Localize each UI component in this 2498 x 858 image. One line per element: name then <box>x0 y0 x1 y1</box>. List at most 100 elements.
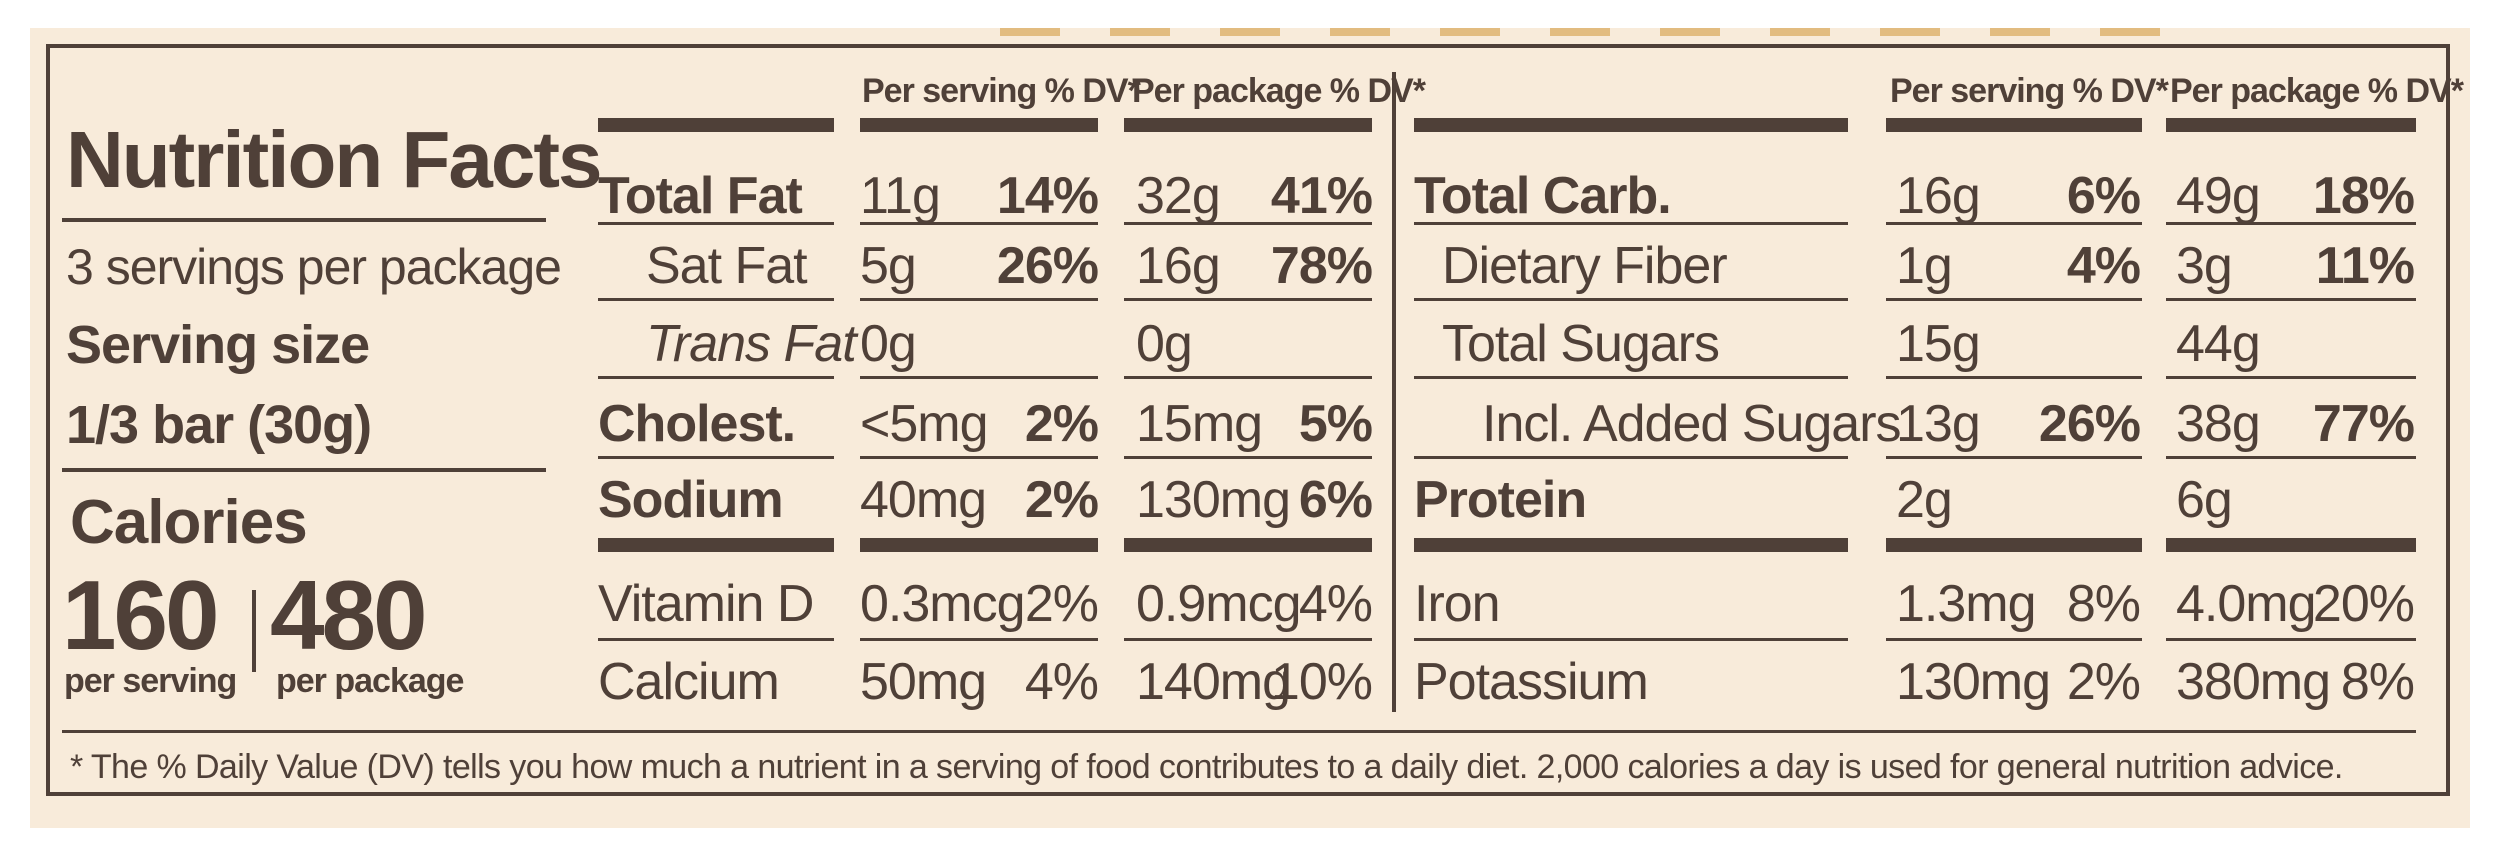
left-row-rule <box>1124 298 1372 301</box>
left-serving-dv: 26% <box>996 237 1099 295</box>
right-serving-dv: 2% <box>2066 653 2141 711</box>
left-header-per-serving: Per serving % DV* <box>862 72 1141 110</box>
left-serving-amount: 5g <box>860 237 917 295</box>
left-serving-amount: 40mg <box>860 471 987 529</box>
left-thick-rule <box>1124 538 1372 552</box>
left-package-amount: 16g <box>1136 237 1221 295</box>
left-serving-amount: <5mg <box>860 395 989 453</box>
right-row-rule <box>1886 298 2142 301</box>
left-row-rule <box>1124 456 1372 459</box>
nutrition-facts-title: Nutrition Facts <box>66 115 602 204</box>
right-header-per-serving: Per serving % DV* <box>1890 72 2169 110</box>
center-divider <box>1392 72 1396 712</box>
right-serving-dv: 6% <box>2066 167 2141 225</box>
right-thick-rule <box>2166 538 2416 552</box>
left-nutrient-name: Vitamin D <box>598 575 814 633</box>
right-serving-amount: 130mg <box>1896 653 2051 711</box>
left-serving-dv: 2% <box>1024 575 1099 633</box>
left-serving-dv: 4% <box>1024 653 1099 711</box>
right-serving-amount: 1g <box>1896 237 1953 295</box>
right-serving-amount: 2g <box>1896 471 1953 529</box>
left-package-amount: 140mg <box>1136 653 1291 711</box>
right-row-rule <box>1414 222 1848 225</box>
right-package-amount: 49g <box>2176 167 2261 225</box>
left-row-rule <box>1124 222 1372 225</box>
right-nutrient-name: Total Carb. <box>1414 167 1672 225</box>
right-row-rule <box>2166 456 2416 459</box>
right-nutrient-name: Iron <box>1414 575 1501 633</box>
left-row-rule <box>598 456 834 459</box>
right-serving-dv: 26% <box>2038 395 2141 453</box>
right-package-dv: 8% <box>2340 653 2415 711</box>
footnote-rule <box>62 730 2416 733</box>
left-nutrient-name: Total Fat <box>598 167 803 225</box>
left-thick-rule <box>860 118 1098 132</box>
left-serving-amount: 50mg <box>860 653 987 711</box>
left-serving-amount: 11g <box>860 167 941 225</box>
right-package-amount: 38g <box>2176 395 2261 453</box>
package-art-strip <box>1000 28 2200 36</box>
right-thick-rule <box>1414 538 1848 552</box>
left-package-dv: 5% <box>1298 395 1373 453</box>
right-package-dv: 20% <box>2312 575 2415 633</box>
title-rule <box>62 218 546 222</box>
left-thick-rule <box>598 538 834 552</box>
left-row-rule <box>860 376 1098 379</box>
calories-divider <box>252 590 256 672</box>
left-row-rule <box>598 376 834 379</box>
nutrition-facts-box <box>46 44 2450 796</box>
left-row-rule <box>860 222 1098 225</box>
serving-size-label: Serving size <box>66 315 370 375</box>
left-package-amount: 0g <box>1136 315 1193 373</box>
calories-per-serving-label: per serving <box>64 662 237 700</box>
right-serving-amount: 13g <box>1896 395 1981 453</box>
left-thick-rule <box>860 538 1098 552</box>
right-serving-amount: 16g <box>1896 167 1981 225</box>
left-serving-dv: 14% <box>996 167 1099 225</box>
left-package-dv: 10% <box>1270 653 1373 711</box>
left-package-amount: 0.9mcg <box>1136 575 1302 633</box>
right-serving-dv: 4% <box>2066 237 2141 295</box>
right-package-amount: 44g <box>2176 315 2261 373</box>
right-row-rule <box>2166 222 2416 225</box>
left-serving-amount: 0g <box>860 315 917 373</box>
right-nutrient-name: Total Sugars <box>1442 315 1720 373</box>
left-header-per-package: Per package % DV* <box>1132 72 1426 110</box>
right-package-dv: 18% <box>2312 167 2415 225</box>
right-row-rule <box>1414 638 1848 641</box>
left-row-rule <box>860 638 1098 641</box>
right-row-rule <box>2166 376 2416 379</box>
right-row-rule <box>1886 376 2142 379</box>
right-row-rule <box>1414 456 1848 459</box>
right-row-rule <box>1886 222 2142 225</box>
left-package-dv: 41% <box>1270 167 1373 225</box>
right-thick-rule <box>2166 118 2416 132</box>
right-package-amount: 4.0mg <box>2176 575 2317 633</box>
serving-size-value: 1/3 bar (30g) <box>66 395 372 455</box>
right-thick-rule <box>1414 118 1848 132</box>
left-row-rule <box>860 298 1098 301</box>
left-row-rule <box>1124 376 1372 379</box>
right-thick-rule <box>1886 118 2142 132</box>
calories-label: Calories <box>70 488 308 557</box>
left-row-rule <box>860 456 1098 459</box>
right-header-per-package: Per package % DV* <box>2170 72 2464 110</box>
serving-rule <box>62 468 546 472</box>
right-nutrient-name: Protein <box>1414 471 1587 529</box>
left-row-rule <box>598 298 834 301</box>
left-package-amount: 32g <box>1136 167 1221 225</box>
calories-per-package-label: per package <box>276 662 464 700</box>
left-package-dv: 6% <box>1298 471 1373 529</box>
right-thick-rule <box>1886 538 2142 552</box>
right-serving-amount: 15g <box>1896 315 1981 373</box>
right-serving-dv: 8% <box>2066 575 2141 633</box>
left-thick-rule <box>1124 118 1372 132</box>
left-nutrient-name: Trans Fat <box>646 315 857 373</box>
left-nutrient-name: Sodium <box>598 471 784 529</box>
calories-per-serving-value: 160 <box>62 560 220 670</box>
right-serving-amount: 1.3mg <box>1896 575 2037 633</box>
left-thick-rule <box>598 118 834 132</box>
left-serving-dv: 2% <box>1024 395 1099 453</box>
left-row-rule <box>598 638 834 641</box>
left-package-amount: 15mg <box>1136 395 1263 453</box>
